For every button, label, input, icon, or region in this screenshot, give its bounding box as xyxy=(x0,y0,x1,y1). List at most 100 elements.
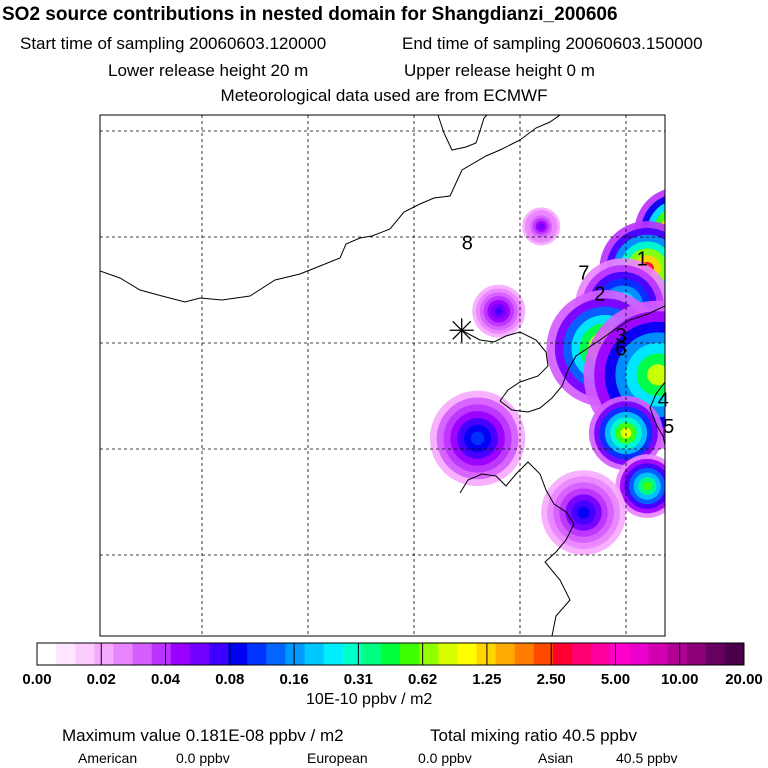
legend-swatch xyxy=(457,643,477,665)
legend-swatch xyxy=(75,643,95,665)
plume-contour xyxy=(745,298,762,315)
upper-height-label: Upper release height 0 m xyxy=(404,61,595,80)
plume-contour xyxy=(702,382,763,443)
legend-swatch xyxy=(495,643,516,665)
legend-swatch xyxy=(94,643,114,665)
legend-tick-label: 0.31 xyxy=(344,671,373,688)
plume-contour xyxy=(470,431,485,446)
station-marker xyxy=(449,318,474,343)
legend-swatch xyxy=(189,643,210,665)
station-star-stroke xyxy=(452,320,472,340)
region-label: 8 xyxy=(462,233,473,255)
plume-contour xyxy=(722,450,763,491)
plume-contour xyxy=(673,225,686,238)
legend-swatch xyxy=(438,643,458,665)
legend-swatch xyxy=(552,643,573,665)
legend-tick-label: 10.00 xyxy=(661,671,699,688)
legend-swatch xyxy=(667,643,688,665)
region-label: 6 xyxy=(615,339,626,361)
plume-contour xyxy=(728,281,768,331)
map-frame xyxy=(99,114,666,637)
plume-contour xyxy=(687,366,768,457)
region-label: 1 xyxy=(637,249,648,271)
plume-contour xyxy=(703,256,768,356)
european-value: 0.0 ppbv xyxy=(418,750,472,766)
asian-value: 40.5 ppbv xyxy=(616,750,678,766)
legend-swatch xyxy=(266,643,286,665)
plume-contour xyxy=(538,223,544,230)
american-label: American xyxy=(78,750,138,766)
plume-contour xyxy=(679,359,768,465)
asian-label: Asian xyxy=(538,750,574,766)
legend-swatch xyxy=(113,643,133,665)
region-label: 5 xyxy=(663,416,674,438)
plume-contour xyxy=(712,264,768,347)
european-label: European xyxy=(307,750,368,766)
legend-swatch xyxy=(285,643,305,665)
plume-contour xyxy=(577,506,590,519)
plume-contour xyxy=(694,374,768,450)
legend-swatch xyxy=(572,643,592,665)
legend-swatch xyxy=(591,643,611,665)
plume-contour xyxy=(666,219,691,244)
legend-tick-label: 0.08 xyxy=(215,671,244,688)
legend-tick-label: 0.62 xyxy=(408,671,437,688)
legend-tick-label: 20.00 xyxy=(725,671,763,688)
legend-swatch xyxy=(342,643,363,665)
plume-contour xyxy=(736,463,750,477)
legend-tick-label: 5.00 xyxy=(601,671,630,688)
legend-swatch xyxy=(151,643,172,665)
legend-swatch xyxy=(132,643,153,665)
max-value-label: Maximum value 0.181E-08 ppbv / m2 xyxy=(62,726,344,745)
legend-tick-label: 0.16 xyxy=(279,671,308,688)
legend-swatch xyxy=(247,643,267,665)
legend-tick-label: 0.02 xyxy=(87,671,116,688)
plume-layer xyxy=(429,189,768,555)
legend-swatch xyxy=(56,643,76,665)
legend-swatch xyxy=(629,643,649,665)
legend-tick-label: 0.00 xyxy=(22,671,51,688)
total-mixing-label: Total mixing ratio 40.5 ppbv xyxy=(430,726,637,745)
region-label: 7 xyxy=(578,262,589,284)
legend-swatch xyxy=(228,643,248,665)
region-label: 4 xyxy=(658,390,669,412)
region-labels: 8 7 1 236 4 5 xyxy=(462,233,675,438)
plume-contour xyxy=(709,389,754,434)
legend-tick-label: 1.25 xyxy=(472,671,501,688)
plume-contour xyxy=(729,457,756,484)
legend-units: 10E-10 ppbv / m2 xyxy=(306,691,433,708)
lower-height-label: Lower release height 20 m xyxy=(108,61,309,80)
legend-swatch xyxy=(648,643,668,665)
legend-swatch xyxy=(419,643,439,665)
coastline xyxy=(100,115,561,303)
plume-contour xyxy=(737,289,768,322)
chart-title: SO2 source contributions in nested domai… xyxy=(2,4,618,25)
legend-swatch xyxy=(380,643,401,665)
legend-tick-label: 2.50 xyxy=(537,671,566,688)
plume-contour xyxy=(715,443,768,498)
legend-swatch xyxy=(400,643,420,665)
met-data-label: Meteorological data used are from ECMWF xyxy=(220,86,548,105)
coastline xyxy=(649,381,665,446)
plume-contour xyxy=(695,423,768,518)
legend-tick-label: 0.04 xyxy=(151,671,181,688)
legend-swatch xyxy=(304,643,325,665)
legend-swatch xyxy=(476,643,496,665)
plume-contour xyxy=(702,429,768,511)
plume-contour xyxy=(720,273,768,340)
plume-contour xyxy=(717,397,747,427)
legend-swatch xyxy=(533,643,554,665)
region-label: 3 xyxy=(615,325,626,347)
coastline xyxy=(459,461,575,636)
start-time-label: Start time of sampling 20060603.120000 xyxy=(20,34,327,53)
legend-swatch xyxy=(361,643,382,665)
plume-contour xyxy=(495,307,503,315)
american-value: 0.0 ppbv xyxy=(176,750,230,766)
grid-lines xyxy=(100,115,665,636)
legend-swatch xyxy=(610,643,630,665)
plume-contour xyxy=(647,364,665,386)
color-legend: 0.00 0.02 0.04 0.08 0.16 0.31 0.62 1.25 2.50 5.00… xyxy=(22,642,763,688)
plume-contour xyxy=(724,404,739,419)
end-time-label: End time of sampling 20060603.150000 xyxy=(402,34,703,53)
